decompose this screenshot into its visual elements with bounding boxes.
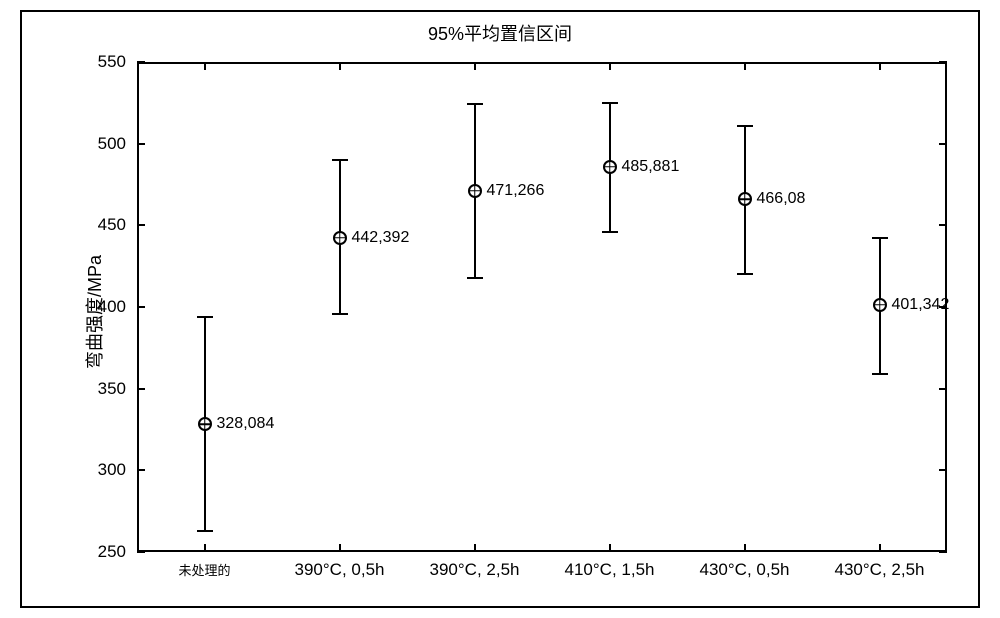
y-tick-mark: [137, 224, 145, 226]
error-cap-bottom: [332, 313, 348, 315]
chart-title: 95%平均置信区间: [22, 20, 978, 46]
data-marker: [873, 298, 887, 312]
y-tick-label: 400: [66, 297, 126, 317]
x-tick-label: 430°C, 0,5h: [700, 560, 790, 580]
value-label: 401,342: [892, 296, 950, 314]
error-cap-top: [602, 102, 618, 104]
data-marker: [468, 184, 482, 198]
error-cap-top: [197, 316, 213, 318]
x-tick-mark: [744, 544, 746, 552]
error-cap-top: [737, 125, 753, 127]
y-tick-mark: [137, 61, 145, 63]
y-tick-mark: [137, 469, 145, 471]
x-tick-mark: [609, 544, 611, 552]
value-label: 485,881: [622, 158, 680, 176]
data-marker: [603, 160, 617, 174]
chart-outer-frame: 95%平均置信区间 弯曲强度/MPa 250300350400450500550…: [20, 10, 980, 608]
x-tick-label: 390°C, 2,5h: [430, 560, 520, 580]
data-marker: [738, 192, 752, 206]
x-tick-mark: [204, 544, 206, 552]
error-cap-bottom: [467, 277, 483, 279]
x-tick-mark: [879, 62, 881, 70]
x-tick-label: 390°C, 0,5h: [295, 560, 385, 580]
y-tick-mark: [939, 61, 947, 63]
x-tick-mark: [744, 62, 746, 70]
y-tick-mark: [939, 143, 947, 145]
error-cap-bottom: [737, 273, 753, 275]
x-tick-mark: [609, 62, 611, 70]
x-tick-label: 410°C, 1,5h: [565, 560, 655, 580]
y-tick-label: 550: [66, 52, 126, 72]
y-tick-mark: [939, 224, 947, 226]
x-tick-mark: [339, 544, 341, 552]
plot-area: [137, 62, 947, 552]
y-tick-mark: [137, 551, 145, 553]
error-cap-bottom: [872, 373, 888, 375]
data-marker: [198, 417, 212, 431]
y-tick-label: 500: [66, 134, 126, 154]
value-label: 466,08: [757, 190, 806, 208]
x-tick-mark: [474, 544, 476, 552]
y-tick-mark: [939, 388, 947, 390]
error-cap-bottom: [197, 530, 213, 532]
error-cap-top: [872, 237, 888, 239]
error-cap-top: [467, 103, 483, 105]
x-tick-mark: [474, 62, 476, 70]
error-cap-top: [332, 159, 348, 161]
x-tick-mark: [339, 62, 341, 70]
x-tick-label: 430°C, 2,5h: [835, 560, 925, 580]
value-label: 471,266: [487, 182, 545, 200]
y-tick-label: 250: [66, 542, 126, 562]
error-cap-bottom: [602, 231, 618, 233]
y-tick-mark: [939, 469, 947, 471]
y-tick-label: 350: [66, 379, 126, 399]
x-tick-mark: [879, 544, 881, 552]
x-tick-label: 未处理的: [178, 560, 230, 579]
x-tick-mark: [204, 62, 206, 70]
data-marker: [333, 231, 347, 245]
y-tick-label: 450: [66, 215, 126, 235]
y-tick-label: 300: [66, 460, 126, 480]
value-label: 328,084: [217, 415, 275, 433]
y-tick-mark: [137, 306, 145, 308]
y-tick-mark: [137, 143, 145, 145]
y-tick-mark: [939, 551, 947, 553]
value-label: 442,392: [352, 229, 410, 247]
y-tick-mark: [137, 388, 145, 390]
